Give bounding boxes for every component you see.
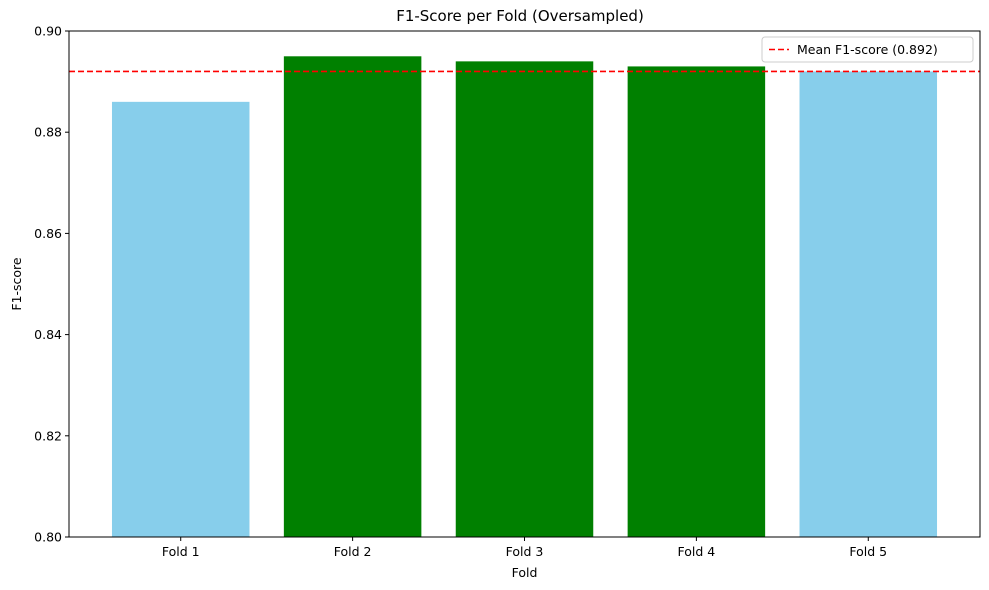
y-tick-label: 0.82 — [34, 428, 62, 443]
legend-box — [761, 36, 974, 63]
y-tick-label: 0.84 — [34, 327, 62, 342]
y-tick-label: 0.80 — [34, 530, 62, 545]
x-tick-label: Fold 1 — [162, 544, 200, 559]
y-tick-label: 0.88 — [34, 125, 62, 140]
x-tick-label: Fold 4 — [678, 544, 716, 559]
y-axis-label: F1-score — [9, 257, 24, 311]
legend: Mean F1-score (0.892) — [761, 36, 974, 63]
y-tick-label: 0.90 — [34, 24, 62, 39]
bar-2 — [283, 56, 422, 538]
x-tick-label: Fold 5 — [849, 544, 887, 559]
x-tick-label: Fold 2 — [334, 544, 372, 559]
y-tick-label: 0.86 — [34, 226, 62, 241]
bar-1 — [111, 101, 250, 537]
bar-3 — [455, 61, 594, 538]
x-ticks-group: Fold 1 Fold 2 Fold 3 Fold 4 Fold 5 — [162, 537, 887, 559]
bar-5 — [799, 71, 938, 537]
chart-title: F1-Score per Fold (Oversampled) — [396, 7, 644, 25]
x-axis-label: Fold — [512, 565, 538, 580]
bar-4 — [627, 66, 766, 538]
y-ticks-group: 0.80 0.82 0.84 0.86 0.88 0.90 — [34, 24, 69, 545]
bars-group — [111, 56, 938, 538]
legend-label-mean: Mean F1-score (0.892) — [797, 42, 938, 57]
x-tick-label: Fold 3 — [506, 544, 544, 559]
